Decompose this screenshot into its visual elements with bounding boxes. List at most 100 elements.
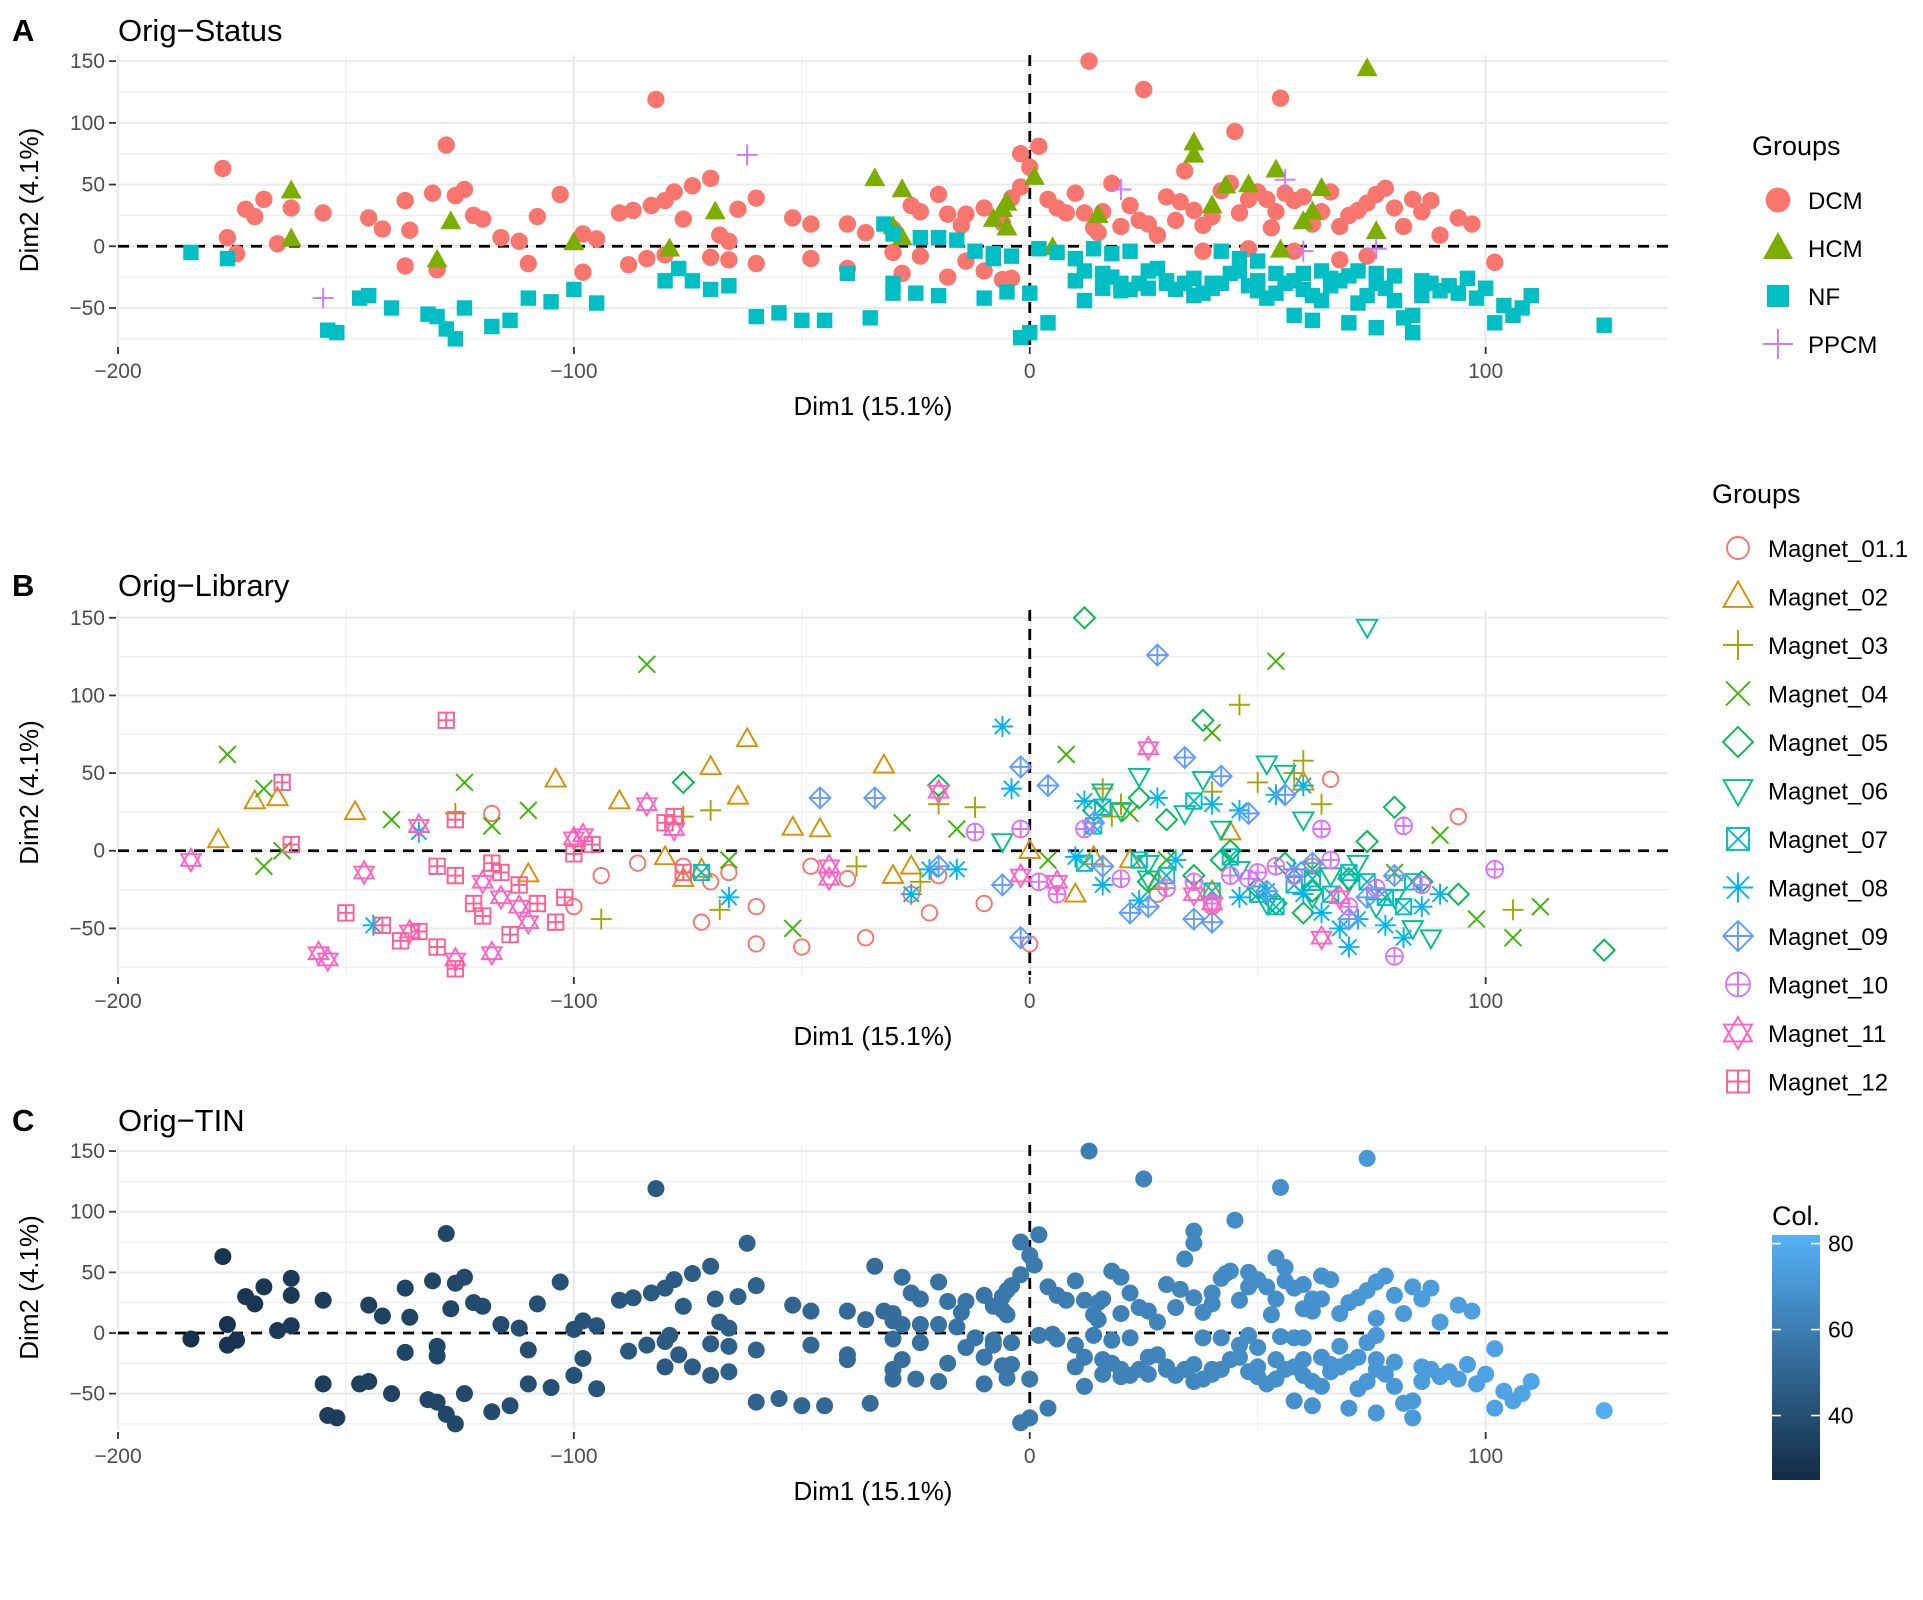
- data-point: [939, 1354, 957, 1372]
- legend-key: [1726, 536, 1750, 560]
- data-point: [337, 904, 355, 922]
- data-point: [1003, 248, 1020, 264]
- data-point: [1273, 782, 1297, 807]
- data-point: [1003, 1334, 1021, 1352]
- data-point: [802, 1336, 820, 1354]
- data-point: [692, 913, 711, 931]
- data-point: [1414, 273, 1430, 289]
- data-point: [501, 925, 519, 944]
- data-point: [1094, 798, 1112, 816]
- data-point: [838, 870, 857, 888]
- data-point: [1477, 1365, 1495, 1383]
- data-point: [571, 822, 595, 849]
- panel-a: A Orig−Status Dim1 (15.1%) Dim2 (4.1%) G…: [12, 13, 1877, 421]
- panel-b: B Orig−Library Dim1 (15.1%) Dim2 (4.1%) …: [12, 479, 1908, 1097]
- data-point: [1103, 1331, 1121, 1349]
- data-point: [282, 199, 300, 217]
- data-point: [1095, 280, 1111, 296]
- data-point: [838, 215, 857, 233]
- data-point: [1294, 1275, 1312, 1293]
- data-point: [900, 883, 922, 905]
- data-point: [1249, 885, 1267, 903]
- colorbar-tick-label: 60: [1828, 1317, 1854, 1343]
- data-point: [738, 1234, 756, 1252]
- data-point: [407, 812, 431, 840]
- data-point: [1118, 901, 1142, 925]
- data-point: [1094, 1365, 1112, 1383]
- data-point: [574, 263, 592, 281]
- y-tick-label: −50: [69, 917, 105, 940]
- data-point: [885, 226, 901, 242]
- y-tick-label: 150: [70, 50, 105, 73]
- data-point: [1404, 190, 1422, 209]
- data-point: [1267, 1351, 1285, 1369]
- data-point: [930, 287, 947, 304]
- data-point: [352, 859, 376, 886]
- data-point: [1254, 879, 1279, 903]
- y-tick-label: 150: [70, 607, 105, 630]
- data-point: [1413, 1372, 1431, 1390]
- x-tick-label: −100: [550, 990, 597, 1013]
- data-point: [720, 1337, 738, 1355]
- data-point: [702, 1335, 720, 1353]
- data-point: [930, 1372, 948, 1390]
- data-point: [1365, 238, 1387, 260]
- data-point: [1449, 807, 1467, 826]
- data-point: [671, 770, 696, 795]
- data-point: [437, 1225, 455, 1243]
- legend-item: NF: [1767, 284, 1840, 311]
- data-point: [1249, 1358, 1267, 1376]
- data-point: [1191, 708, 1215, 733]
- data-point: [273, 773, 291, 792]
- zero-lines: [118, 55, 1668, 345]
- data-point: [1340, 1399, 1358, 1417]
- data-point: [857, 1311, 875, 1329]
- data-point: [653, 844, 677, 866]
- data-point: [543, 294, 559, 310]
- data-point: [802, 857, 820, 875]
- legend-key: [1726, 827, 1750, 851]
- panel-letter: A: [12, 13, 34, 48]
- data-point: [1158, 1275, 1176, 1293]
- data-point: [329, 324, 345, 341]
- data-point: [930, 1273, 948, 1291]
- data-point: [1386, 292, 1403, 309]
- data-point: [218, 745, 237, 764]
- data-point: [1049, 244, 1065, 261]
- data-point: [373, 220, 392, 238]
- data-point: [1405, 307, 1421, 324]
- data-point: [1201, 194, 1223, 214]
- data-point: [474, 907, 492, 925]
- legend-item: Magnet_10: [1725, 971, 1888, 1000]
- data-point: [254, 857, 273, 876]
- data-point: [314, 1291, 332, 1309]
- legend: 40 60 80: [1772, 1231, 1854, 1480]
- data-point: [396, 257, 414, 275]
- legend-label: Magnet_08: [1768, 876, 1888, 903]
- data-point: [246, 207, 264, 226]
- legend-title: Groups: [1752, 131, 1841, 161]
- data-point: [1230, 1348, 1248, 1366]
- data-point: [516, 909, 540, 936]
- data-point: [383, 1385, 401, 1403]
- data-point: [282, 835, 300, 854]
- y-tick-label: 50: [82, 762, 105, 785]
- data-point: [1018, 838, 1042, 859]
- data-point: [482, 816, 501, 835]
- data-point: [1221, 848, 1240, 866]
- data-point: [1367, 1404, 1385, 1422]
- data-point: [674, 210, 692, 228]
- data-point: [1422, 1279, 1440, 1297]
- data-point: [1191, 771, 1215, 792]
- y-axis-label: Dim2 (4.1%): [14, 720, 44, 864]
- data-point: [893, 1268, 911, 1286]
- data-point: [1412, 875, 1432, 895]
- data-point: [911, 203, 930, 221]
- data-point: [1200, 890, 1224, 917]
- data-point: [1023, 165, 1045, 185]
- data-point: [1215, 174, 1237, 194]
- data-point: [1090, 854, 1115, 879]
- data-point: [665, 807, 683, 826]
- data-point: [1066, 1336, 1084, 1354]
- data-point: [1368, 320, 1384, 336]
